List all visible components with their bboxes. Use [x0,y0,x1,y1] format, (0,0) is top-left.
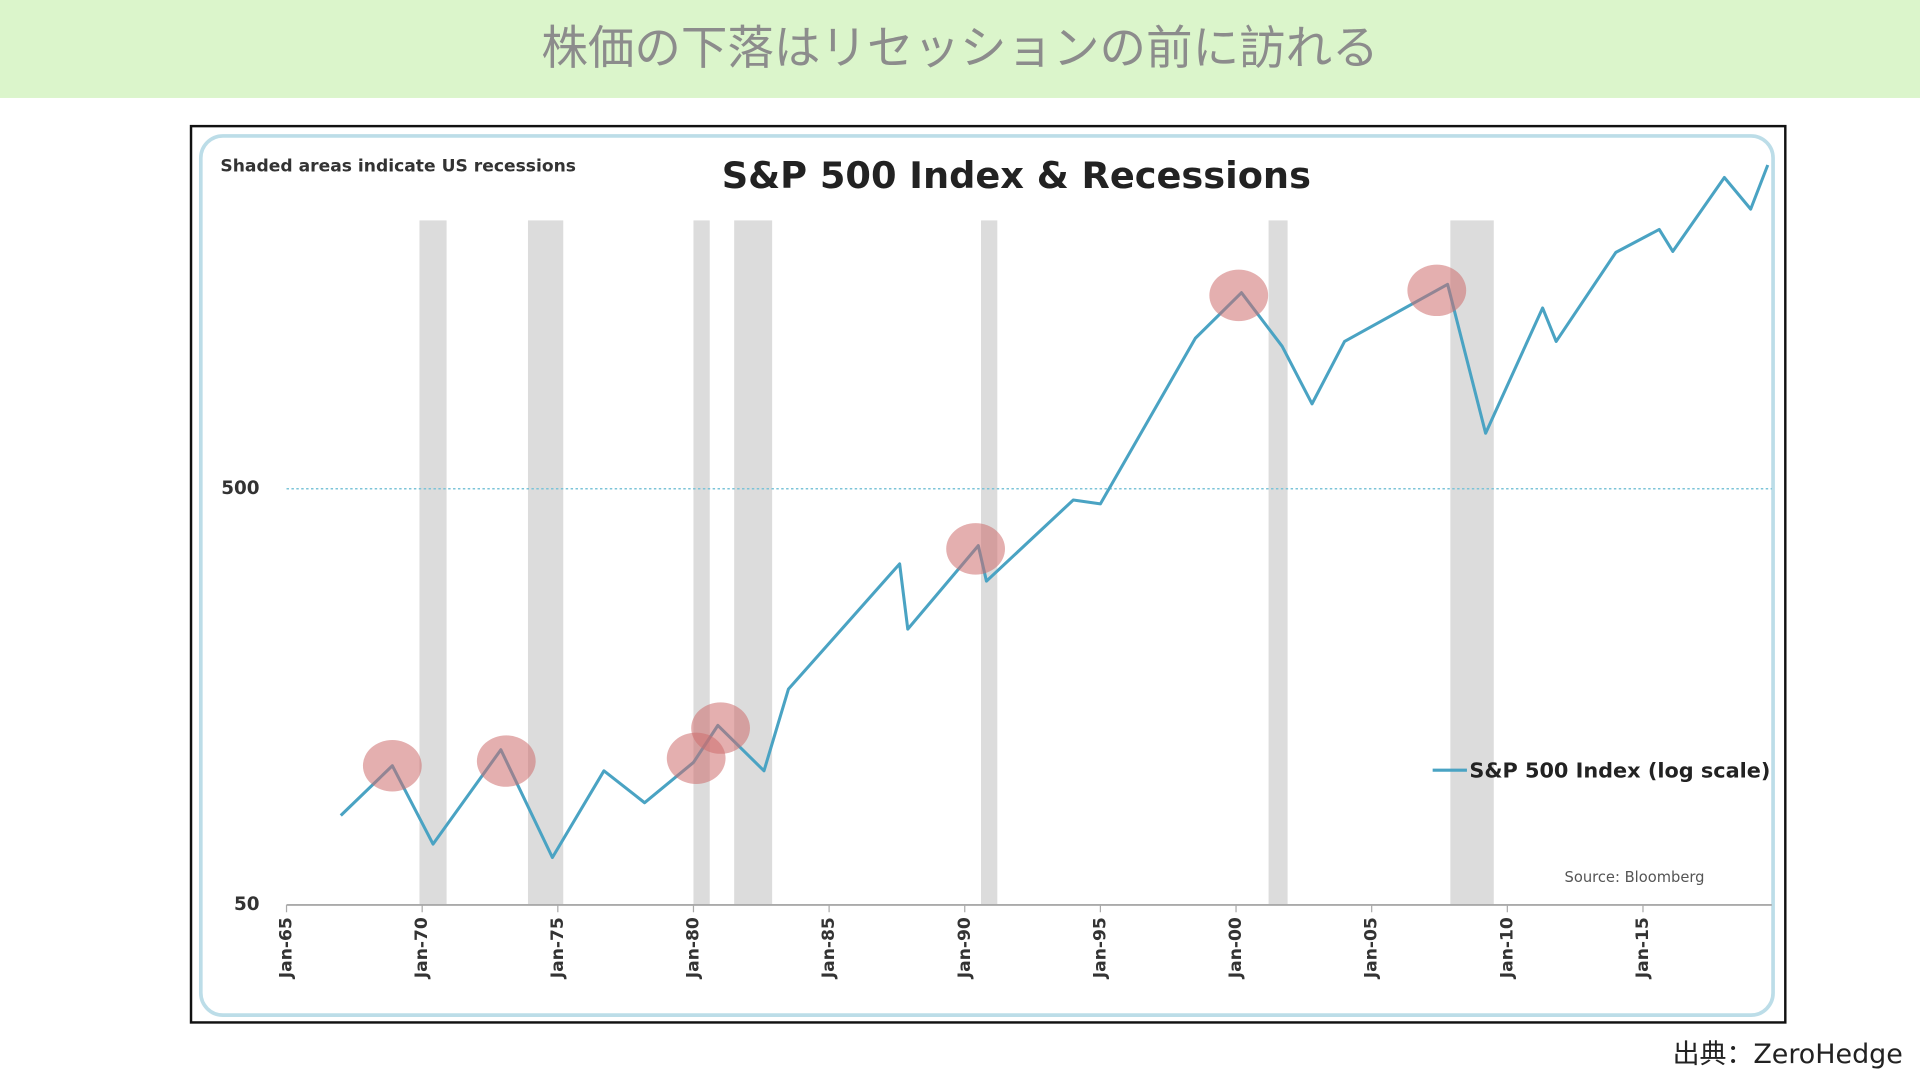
x-tick-label: Jan-00 [1226,917,1246,979]
source-credit: 出典：ZeroHedge [1673,1039,1903,1070]
highlight-circle [946,523,1005,575]
recession-band [1268,220,1288,905]
highlight-circle [1407,264,1467,317]
recession-band [693,220,710,905]
x-tick-label: Jan-15 [1633,917,1653,979]
chart-note: Shaded areas indicate US recessions [220,157,576,177]
x-tick-label: Jan-85 [819,917,839,979]
plot: 50 500 Jan-65 Jan-70 Jan-75 Jan-80 Jan-85 Jan-9… [221,164,1772,979]
slide-title: 株価の下落はリセッションの前に訪れる [541,21,1378,75]
header-band [0,0,1920,98]
recession-band [419,220,447,905]
x-tick-label: Jan-65 [277,917,297,979]
recession-band [527,220,564,905]
x-tick-label: Jan-95 [1090,917,1110,979]
highlight-circle [1209,269,1269,322]
x-tick-label: Jan-70 [412,917,432,979]
highlight-circle [362,740,422,792]
legend-label: S&P 500 Index (log scale) [1469,758,1770,782]
x-tick-label: Jan-75 [548,917,568,979]
highlight-circle [691,702,750,754]
chart-source: Source: Bloomberg [1565,869,1705,886]
x-tick-label: Jan-10 [1497,917,1517,979]
recession-band [734,220,773,905]
y-tick-label: 500 [221,478,259,499]
chart-inner-frame [198,134,1775,1017]
highlight-circle [476,735,536,787]
chart-title: S&P 500 Index & Recessions [722,154,1311,197]
y-tick-label: 50 [234,894,260,915]
x-tick-label: Jan-05 [1362,917,1382,979]
x-tick-label: Jan-90 [955,917,975,979]
recession-band [1450,220,1494,905]
series-line [339,164,1770,860]
x-tick-label: Jan-80 [683,917,703,979]
